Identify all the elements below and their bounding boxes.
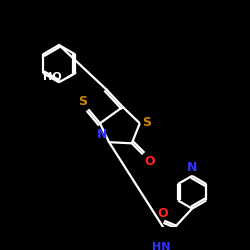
Text: HN: HN xyxy=(152,242,171,250)
Text: N: N xyxy=(97,128,107,141)
Text: S: S xyxy=(78,95,87,108)
Text: HO: HO xyxy=(43,72,62,82)
Text: N: N xyxy=(187,161,197,174)
Text: S: S xyxy=(142,116,152,129)
Text: O: O xyxy=(144,155,155,168)
Text: O: O xyxy=(157,207,168,220)
